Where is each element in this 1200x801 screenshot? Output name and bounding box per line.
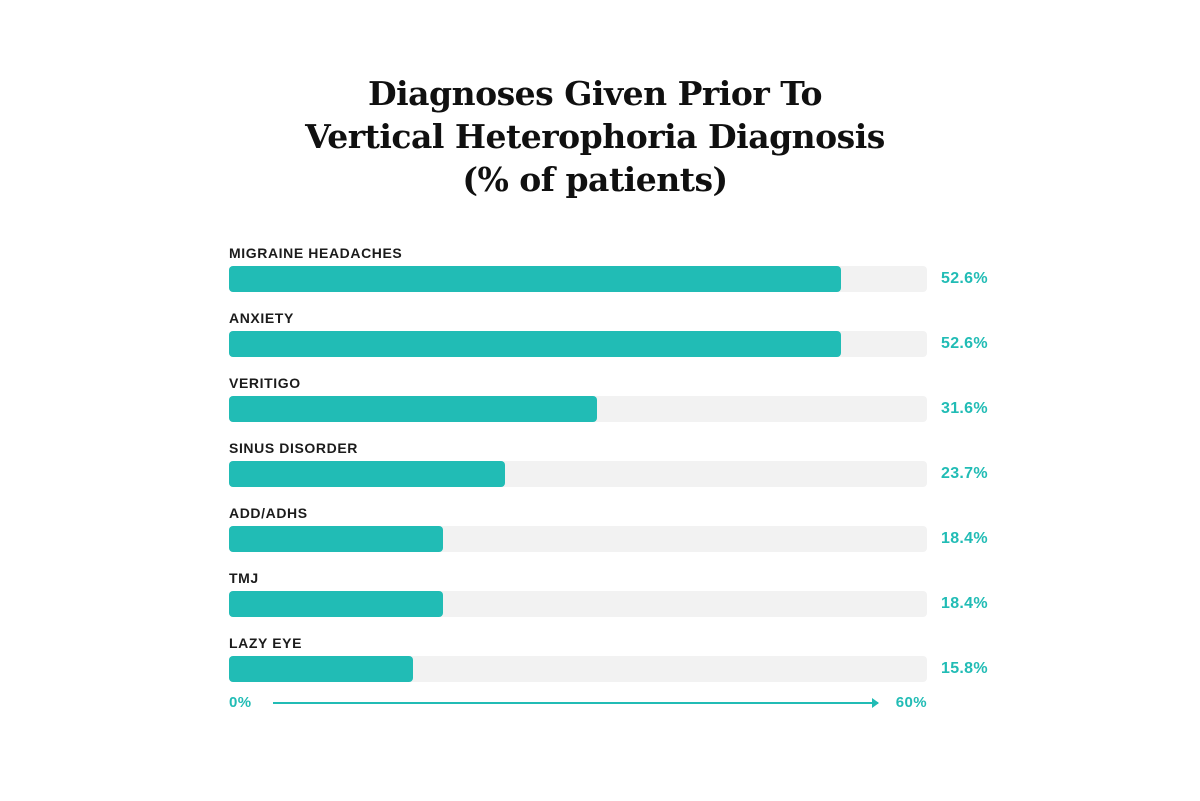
value-label: 18.4% [941, 530, 988, 547]
bar-row: ADD/ADHS 18.4% [229, 505, 1009, 552]
bar-fill [229, 461, 505, 487]
bar-fill [229, 266, 841, 292]
value-label: 15.8% [941, 660, 988, 677]
bar-fill [229, 526, 444, 552]
bar-line: 31.6% [229, 396, 1009, 422]
category-label: MIGRAINE HEADACHES [229, 245, 403, 261]
bar-track [229, 526, 927, 552]
bar-line: 52.6% [229, 266, 1009, 292]
bar-row: ANXIETY 52.6% [229, 310, 1009, 357]
bar-fill [229, 656, 413, 682]
bar-line: 18.4% [229, 526, 1009, 552]
value-label: 31.6% [941, 400, 988, 417]
bar-row: TMJ 18.4% [229, 570, 1009, 617]
value-label: 52.6% [941, 335, 988, 352]
chart-title-line-1: Diagnoses Given Prior To [367, 74, 823, 113]
category-label: LAZY EYE [229, 635, 303, 651]
bar-rows: MIGRAINE HEADACHES 52.6% ANXIETY 52.6% V… [229, 245, 1009, 682]
bar-line: 23.7% [229, 461, 1009, 487]
bar-track [229, 461, 927, 487]
bar-fill [229, 396, 597, 422]
chart-title: Diagnoses Given Prior To Vertical Hetero… [0, 72, 1190, 201]
category-label: TMJ [229, 570, 259, 586]
category-label: SINUS DISORDER [229, 440, 358, 456]
chart-title-line-3: (% of patients) [462, 160, 728, 199]
x-axis: 0% 60% [229, 694, 927, 711]
category-label: VERITIGO [229, 375, 301, 391]
bar-line: 15.8% [229, 656, 1009, 682]
arrow-head-icon [871, 697, 879, 708]
bar-track [229, 266, 927, 292]
value-label: 52.6% [941, 270, 988, 287]
bar-track [229, 656, 927, 682]
bar-line: 52.6% [229, 331, 1009, 357]
bar-row: VERITIGO 31.6% [229, 375, 1009, 422]
horizontal-bar-chart: MIGRAINE HEADACHES 52.6% ANXIETY 52.6% V… [229, 245, 1009, 711]
bar-row: LAZY EYE 15.8% [229, 635, 1009, 682]
axis-max-label: 60% [895, 694, 927, 711]
axis-arrow-line [273, 697, 879, 708]
value-label: 23.7% [941, 465, 988, 482]
bar-fill [229, 331, 841, 357]
bar-row: SINUS DISORDER 23.7% [229, 440, 1009, 487]
bar-line: 18.4% [229, 591, 1009, 617]
bar-track [229, 396, 927, 422]
bar-track [229, 331, 927, 357]
value-label: 18.4% [941, 595, 988, 612]
chart-title-line-2: Vertical Heterophoria Diagnosis [305, 117, 885, 156]
axis-min-label: 0% [229, 694, 252, 711]
category-label: ANXIETY [229, 310, 294, 326]
bar-row: MIGRAINE HEADACHES 52.6% [229, 245, 1009, 292]
bar-fill [229, 591, 444, 617]
bar-track [229, 591, 927, 617]
category-label: ADD/ADHS [229, 505, 308, 521]
